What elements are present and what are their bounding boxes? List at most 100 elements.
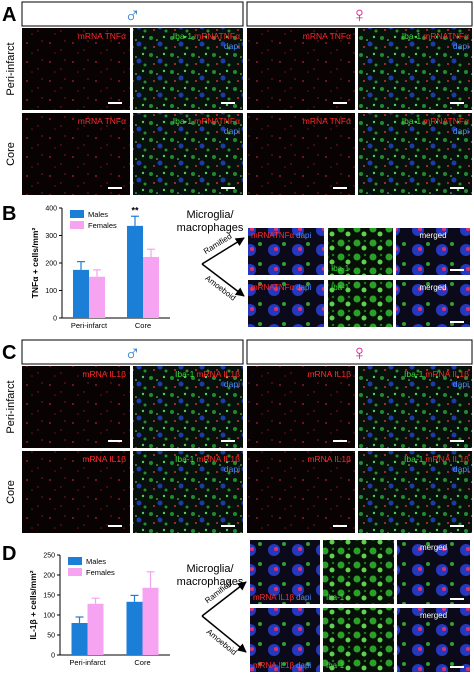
x-tick-label: Peri-infarct — [71, 321, 108, 330]
scale-bar — [450, 187, 464, 189]
heading: Microglia/ — [186, 209, 234, 221]
scale-bar — [450, 102, 464, 104]
legend-label: Females — [88, 221, 117, 230]
image-label: Iba-1 — [326, 661, 345, 670]
image-label: mRNA TNFα — [78, 31, 126, 41]
y-tick-label: 150 — [43, 593, 55, 600]
image-label: dapi — [224, 464, 240, 474]
image-label: Iba-1 mRNA IL1β — [404, 454, 469, 464]
label-part: mRNA IL1β — [253, 593, 294, 602]
y-tick-label: 100 — [45, 288, 57, 295]
heading: Microglia/ — [186, 563, 234, 575]
micrograph — [358, 451, 472, 533]
scale-bar — [108, 525, 122, 527]
label-part: Iba-1 — [404, 369, 424, 379]
scale-bar — [221, 525, 235, 527]
panel-label: B — [2, 203, 16, 225]
scale-bar — [333, 440, 347, 442]
image-label: mRNA TNFα — [303, 116, 351, 126]
bar — [142, 587, 159, 655]
scale-bar — [333, 187, 347, 189]
image-label: merged — [420, 543, 447, 552]
legend-swatch — [68, 557, 82, 565]
label-part: dapi — [296, 593, 311, 602]
arrow-label: Ramified — [202, 232, 234, 256]
y-tick-label: 0 — [51, 653, 55, 660]
label-part: Iba-1 — [173, 31, 193, 41]
micrograph — [250, 608, 320, 672]
y-tick-label: 200 — [43, 573, 55, 580]
bar — [89, 276, 105, 318]
sex-symbol: ♀ — [351, 2, 368, 27]
label-part: mRNA IL1β — [425, 369, 469, 379]
panel-label: A — [2, 4, 16, 26]
image-label: dapi — [453, 464, 469, 474]
micrograph — [247, 28, 355, 110]
image-label: merged — [419, 283, 446, 292]
y-tick-label: 0 — [53, 316, 57, 323]
y-tick-label: 400 — [45, 206, 57, 213]
label-part: mRNATNFα — [423, 116, 469, 126]
arrow — [201, 615, 247, 653]
sex-header — [246, 1, 473, 27]
micrograph — [133, 28, 243, 110]
label-part: Iba-1 — [175, 369, 195, 379]
label-part: mRNA IL1β — [253, 661, 294, 670]
image-label: mRNA IL1β — [307, 454, 351, 464]
micrograph — [328, 228, 393, 275]
image-label: mRNA IL1β dapi — [253, 593, 311, 602]
image-label: dapi — [224, 126, 240, 136]
image-label: dapi — [224, 41, 240, 51]
x-tick-label: Peri-infarct — [69, 658, 106, 667]
micrograph — [133, 113, 243, 195]
label-part: dapi — [296, 231, 311, 240]
scale-bar — [450, 598, 464, 600]
bar — [71, 623, 88, 655]
image-label: mRNA IL1β dapi — [253, 661, 311, 670]
sex-header — [21, 339, 244, 365]
micrograph — [397, 540, 470, 604]
heading: macrophages — [177, 222, 244, 234]
y-tick-label: 200 — [45, 261, 57, 268]
y-axis-label: TNFα + cells/mm² — [30, 228, 40, 299]
image-label: Iba-1 mRNA IL1β — [175, 369, 240, 379]
bar — [73, 269, 89, 318]
micrograph — [22, 451, 130, 533]
image-label: mRNA TNFα — [78, 116, 126, 126]
micrograph — [397, 608, 470, 672]
micrograph — [323, 608, 394, 672]
sex-header — [246, 339, 473, 365]
label-part: mRNA IL1β — [196, 369, 240, 379]
scale-bar — [450, 440, 464, 442]
y-tick-label: 100 — [43, 613, 55, 620]
image-label: mRNA IL1β — [82, 369, 126, 379]
sex-symbol: ♂ — [124, 340, 141, 365]
row-label: Core — [5, 142, 17, 166]
micrograph — [358, 28, 472, 110]
scale-bar — [450, 666, 464, 668]
image-label: Iba-1 mRNATNFα — [173, 116, 240, 126]
row-label: Peri-infarct — [5, 42, 17, 95]
y-tick-label: 250 — [43, 553, 55, 560]
label-part: dapi — [296, 283, 311, 292]
x-tick-label: Core — [135, 321, 151, 330]
image-label: Iba-1 mRNA IL1β — [404, 369, 469, 379]
scale-bar — [450, 321, 464, 323]
image-label: Iba-1 — [331, 283, 350, 292]
bar — [126, 601, 143, 655]
label-part: mRNA IL1β — [196, 454, 240, 464]
bar — [87, 603, 104, 655]
legend-label: Females — [86, 568, 115, 577]
micrograph — [250, 540, 320, 604]
x-tick-label: Core — [134, 658, 150, 667]
label-part: Iba-1 — [402, 116, 422, 126]
arrow — [201, 263, 245, 297]
legend-swatch — [68, 568, 82, 576]
label-part: mRNA IL1β — [425, 454, 469, 464]
micrograph — [22, 113, 130, 195]
micrograph — [247, 113, 355, 195]
bar — [143, 256, 159, 318]
label-part: mRNATNFα — [423, 31, 469, 41]
micrograph — [323, 540, 394, 604]
